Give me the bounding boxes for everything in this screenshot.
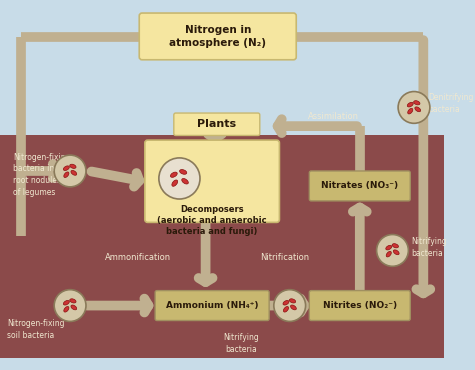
Ellipse shape	[386, 251, 391, 257]
Text: Nitrogen-fixing
soil bacteria: Nitrogen-fixing soil bacteria	[8, 319, 65, 340]
Ellipse shape	[289, 299, 295, 303]
Ellipse shape	[386, 245, 392, 250]
Circle shape	[54, 155, 86, 187]
Text: Nitrifying
bacteria: Nitrifying bacteria	[223, 333, 259, 354]
Circle shape	[159, 158, 200, 199]
Text: Decomposers
(aerobic and anaerobic
bacteria and fungi): Decomposers (aerobic and anaerobic bacte…	[157, 205, 267, 236]
Text: Nitrogen-fixing
bacteria in
root nodules
of legumes: Nitrogen-fixing bacteria in root nodules…	[13, 152, 71, 197]
Bar	[0, 135, 444, 358]
Text: Nitrifying
bacteria: Nitrifying bacteria	[411, 237, 447, 258]
Ellipse shape	[63, 166, 69, 171]
Text: Nitrates (NO₃⁻): Nitrates (NO₃⁻)	[321, 181, 399, 191]
Ellipse shape	[414, 101, 420, 105]
Circle shape	[274, 290, 305, 322]
FancyBboxPatch shape	[309, 290, 410, 320]
Ellipse shape	[70, 164, 76, 168]
Ellipse shape	[392, 244, 399, 248]
Ellipse shape	[64, 306, 69, 312]
Circle shape	[398, 91, 430, 123]
Text: Denitrifying
bacteria: Denitrifying bacteria	[428, 93, 474, 114]
Text: Nitrogen in
atmosphere (N₂): Nitrogen in atmosphere (N₂)	[169, 25, 266, 48]
Ellipse shape	[291, 305, 296, 310]
Circle shape	[377, 235, 408, 266]
Text: Assimilation: Assimilation	[308, 112, 360, 121]
Ellipse shape	[283, 300, 289, 305]
Ellipse shape	[284, 306, 288, 312]
FancyBboxPatch shape	[145, 140, 279, 222]
Ellipse shape	[63, 300, 69, 305]
Ellipse shape	[415, 107, 421, 112]
Ellipse shape	[64, 172, 69, 178]
Ellipse shape	[393, 250, 399, 255]
Ellipse shape	[172, 180, 178, 186]
Text: Ammonification: Ammonification	[105, 253, 171, 262]
Ellipse shape	[408, 108, 413, 114]
Circle shape	[54, 290, 86, 322]
FancyBboxPatch shape	[155, 290, 269, 320]
Ellipse shape	[70, 299, 76, 303]
FancyBboxPatch shape	[309, 171, 410, 201]
FancyBboxPatch shape	[139, 13, 296, 60]
Ellipse shape	[182, 178, 188, 184]
Text: Nitrification: Nitrification	[260, 253, 310, 262]
Ellipse shape	[71, 171, 77, 175]
Ellipse shape	[180, 169, 187, 174]
Text: Nitrites (NO₂⁻): Nitrites (NO₂⁻)	[323, 301, 397, 310]
Ellipse shape	[71, 305, 77, 310]
Ellipse shape	[407, 102, 413, 107]
Ellipse shape	[171, 172, 177, 177]
Text: Ammonium (NH₄⁺): Ammonium (NH₄⁺)	[166, 301, 258, 310]
Text: Plants: Plants	[197, 119, 237, 129]
FancyBboxPatch shape	[174, 113, 260, 135]
